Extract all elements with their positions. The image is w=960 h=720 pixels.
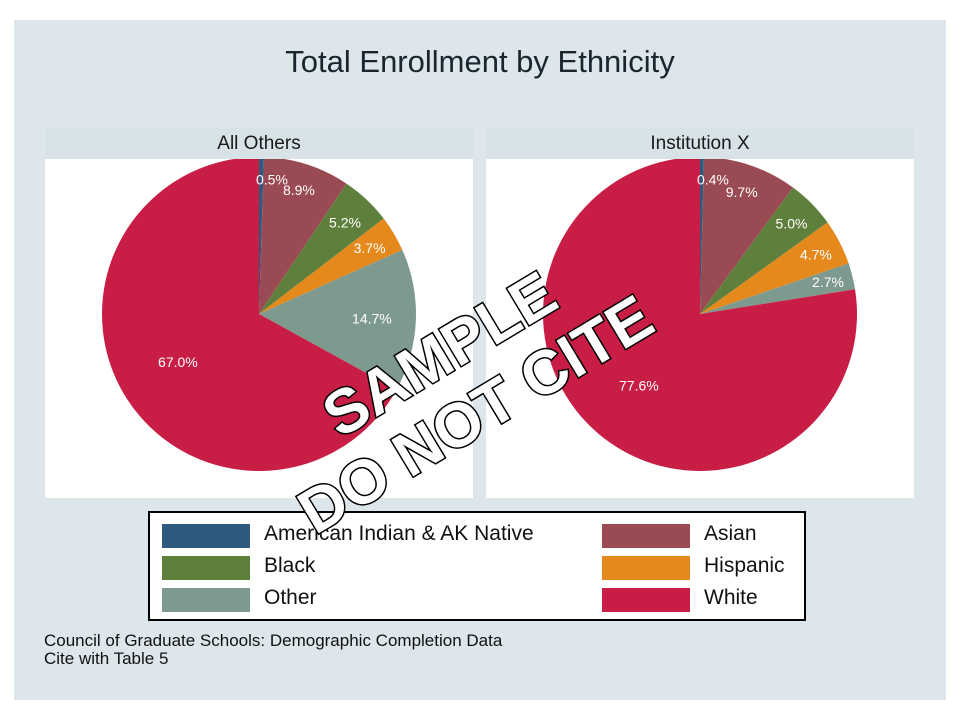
legend-swatch — [162, 524, 250, 548]
pie-title-all-others: All Others — [45, 128, 473, 159]
legend-label: White — [704, 586, 758, 609]
pie-label-asian: 9.7% — [726, 184, 758, 200]
pie-label-hispanic: 3.7% — [354, 240, 386, 256]
citation-line: Cite with Table 5 — [44, 649, 169, 668]
pie-label-asian: 8.9% — [283, 182, 315, 198]
pie-label-black: 5.0% — [776, 216, 808, 232]
legend-label: American Indian & AK Native — [264, 522, 534, 545]
legend-swatch — [602, 524, 690, 548]
pie-slice-asian — [700, 159, 793, 314]
pie-label-black: 5.2% — [329, 214, 361, 230]
pie-panel-all-others: All Others 0.5% 8.9% 5.2% 3.7% 14.7% 67.0% — [45, 128, 473, 498]
source-line: Council of Graduate Schools: Demographic… — [44, 631, 503, 650]
pie-label-hispanic: 4.7% — [800, 246, 832, 262]
pie-title-institution-x: Institution X — [486, 128, 914, 159]
source-note: Council of Graduate Schools: Demographic… — [44, 632, 502, 668]
pie-label-white: 77.6% — [619, 378, 659, 394]
pie-slice-asian — [259, 159, 347, 314]
legend-swatch — [162, 556, 250, 580]
pie-label-american-indian-ak-native: 0.4% — [697, 172, 729, 188]
pie-slice-american-indian-ak-native — [700, 159, 704, 314]
pie-slice-hispanic — [259, 218, 403, 314]
legend-label: Hispanic — [704, 554, 785, 577]
pie-chart-all-others: 0.5%8.9% 5.2% 3.7% 14.7% 67.0% — [102, 159, 417, 471]
pie-slice-other — [259, 249, 417, 390]
pie-label-other: 2.7% — [812, 274, 844, 290]
pie-slice-other — [700, 263, 856, 314]
pie-label-american-indian-ak-native: 0.5% — [256, 172, 288, 188]
pie-panel-institution-x: Institution X 0.4% 9.7% 5.0% 4.7% 2.7% 77.6% — [486, 128, 914, 498]
legend-label: Asian — [704, 522, 757, 545]
pie-label-white: 67.0% — [158, 354, 198, 370]
pie-slice-hispanic — [700, 222, 849, 314]
pie-slice-black — [700, 187, 828, 314]
legend-label: Other — [264, 586, 317, 609]
legend-swatch — [162, 588, 250, 612]
pie-slice-white — [543, 159, 857, 471]
legend-label: Black — [264, 554, 316, 577]
pie-slice-black — [259, 183, 384, 314]
pie-slice-white — [102, 159, 397, 471]
pie-label-other: 14.7% — [352, 311, 392, 327]
legend-swatch — [602, 588, 690, 612]
pie-chart-institution-x: 0.4%9.7% 5.0% 4.7% 2.7% 77.6% — [543, 159, 857, 471]
legend: American Indian & AK Native Asian Black … — [148, 511, 806, 621]
chart-title: Total Enrollment by Ethnicity — [285, 44, 675, 79]
legend-swatch — [602, 556, 690, 580]
pie-slice-american-indian-ak-native — [259, 159, 264, 314]
